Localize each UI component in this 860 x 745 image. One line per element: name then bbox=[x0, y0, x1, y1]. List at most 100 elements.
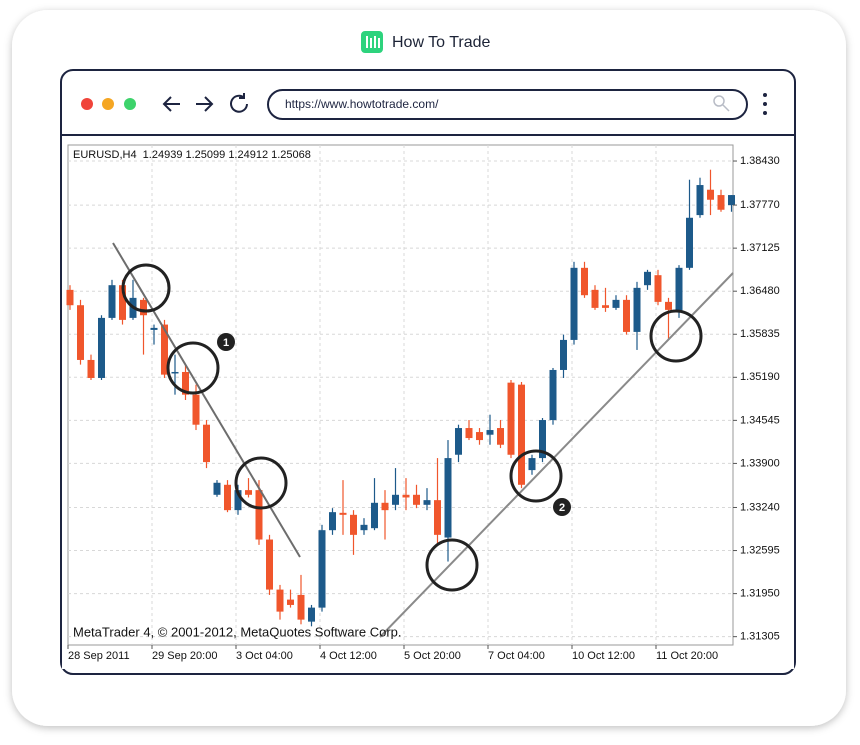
x-tick-label: 4 Oct 12:00 bbox=[320, 650, 377, 662]
candle-body bbox=[329, 512, 336, 531]
candle-body bbox=[140, 299, 147, 316]
watermark: MetaTrader 4, © 2001-2012, MetaQuotes So… bbox=[73, 624, 402, 639]
candle-body bbox=[108, 285, 116, 318]
candle-body bbox=[66, 289, 74, 306]
y-tick-label: 1.33900 bbox=[740, 457, 780, 469]
brand-name: How To Trade bbox=[392, 34, 491, 51]
candles bbox=[66, 169, 735, 627]
candle-body bbox=[224, 484, 231, 511]
candle-body bbox=[507, 382, 515, 455]
candle-body bbox=[707, 189, 714, 200]
candle-body bbox=[518, 384, 525, 485]
candle-body bbox=[392, 494, 399, 505]
y-tick-label: 1.31950 bbox=[740, 588, 780, 600]
candle-body bbox=[675, 267, 683, 312]
downtrend-line bbox=[112, 242, 301, 558]
candle-body bbox=[276, 589, 284, 612]
candle-body bbox=[203, 424, 210, 463]
maximize-dot[interactable] bbox=[124, 98, 136, 110]
candle-body bbox=[444, 458, 452, 538]
x-tick-label: 28 Sep 2011 bbox=[68, 650, 130, 662]
candle-body bbox=[560, 339, 567, 370]
y-tick-label: 1.37770 bbox=[740, 199, 780, 211]
candle-body bbox=[318, 530, 326, 608]
y-tick-label: 1.35190 bbox=[740, 371, 780, 383]
forward-button[interactable] bbox=[196, 96, 214, 112]
candle-body bbox=[570, 267, 578, 340]
y-tick-label: 1.35835 bbox=[740, 328, 780, 340]
candle-body bbox=[192, 394, 200, 425]
grid bbox=[68, 145, 733, 645]
candle-body bbox=[591, 289, 599, 308]
candle-body bbox=[581, 267, 588, 296]
candle-body bbox=[360, 524, 368, 531]
y-tick-label: 1.37125 bbox=[740, 242, 780, 254]
y-tick-label: 1.34545 bbox=[740, 414, 780, 426]
candle-body bbox=[728, 195, 735, 206]
address-bar[interactable] bbox=[267, 89, 748, 120]
candle-body bbox=[119, 285, 126, 320]
menu-button[interactable] bbox=[763, 93, 767, 115]
candle-body bbox=[602, 305, 609, 308]
uptrend-line bbox=[379, 272, 734, 638]
axes: 1.38430 1.37770 1.37125 1.36480 1.35835 1.351… bbox=[67, 155, 780, 662]
y-tick-label: 1.31305 bbox=[740, 631, 780, 643]
back-button[interactable] bbox=[162, 96, 180, 112]
candle-body bbox=[455, 428, 462, 455]
candle-body bbox=[350, 514, 357, 535]
candle-body bbox=[612, 299, 620, 308]
candle-body bbox=[287, 599, 294, 605]
chart-panel bbox=[62, 137, 794, 669]
candle-body bbox=[497, 428, 504, 445]
marker-badge bbox=[553, 498, 571, 516]
minimize-dot[interactable] bbox=[102, 98, 114, 110]
x-tick-label: 5 Oct 20:00 bbox=[404, 650, 461, 662]
candle-body bbox=[402, 494, 410, 498]
candle-body bbox=[654, 275, 662, 302]
candle-body bbox=[696, 185, 704, 216]
search-icon[interactable] bbox=[713, 95, 730, 112]
x-tick-label: 3 Oct 04:00 bbox=[236, 650, 293, 662]
candle-body bbox=[665, 301, 672, 310]
candle-body bbox=[266, 539, 273, 590]
candle-body bbox=[623, 299, 630, 332]
candle-body bbox=[465, 428, 473, 439]
candle-body bbox=[161, 324, 168, 375]
candle-body bbox=[476, 432, 483, 441]
candle-body bbox=[549, 369, 557, 421]
plot-frame bbox=[67, 144, 734, 646]
candle-body bbox=[423, 500, 431, 505]
candle-body bbox=[182, 371, 189, 395]
marker-label: 1 bbox=[223, 337, 229, 349]
y-tick-label: 1.33240 bbox=[740, 501, 780, 513]
candle-body bbox=[77, 305, 84, 360]
candle-body bbox=[539, 420, 546, 459]
x-tick-label: 29 Sep 20:00 bbox=[152, 650, 217, 662]
candle-body bbox=[434, 500, 441, 535]
chart-title: EURUSD,H4 1.24939 1.25099 1.24912 1.2506… bbox=[73, 149, 311, 161]
marker-badge bbox=[217, 333, 235, 351]
candle-body bbox=[528, 458, 536, 471]
highlight-circles bbox=[121, 263, 703, 592]
candle-body bbox=[633, 287, 641, 332]
brand-logo bbox=[361, 31, 383, 53]
marker-label: 2 bbox=[559, 502, 565, 514]
reload-button[interactable] bbox=[230, 93, 248, 113]
candle-body bbox=[255, 490, 263, 540]
url: https://www.howtotrade.com/ bbox=[285, 97, 439, 111]
candle-body bbox=[413, 494, 420, 505]
candle-body bbox=[171, 371, 179, 374]
close-dot[interactable] bbox=[81, 98, 93, 110]
candle-body bbox=[98, 317, 105, 378]
candle-body bbox=[87, 359, 95, 378]
y-tick-label: 1.32595 bbox=[740, 544, 780, 556]
x-tick-label: 11 Oct 20:00 bbox=[656, 650, 718, 662]
candle-body bbox=[339, 512, 347, 515]
candle-body bbox=[213, 482, 221, 495]
candle-body bbox=[234, 490, 242, 511]
candle-body bbox=[308, 607, 315, 622]
candle-body bbox=[297, 594, 305, 620]
candle-body bbox=[371, 502, 378, 529]
x-tick-label: 7 Oct 04:00 bbox=[488, 650, 545, 662]
